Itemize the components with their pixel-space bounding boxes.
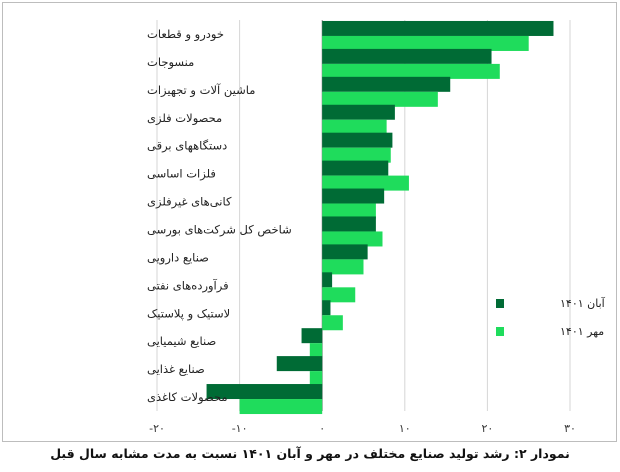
legend-label: مهر ۱۴۰۱ xyxy=(560,325,604,338)
bar-aban xyxy=(322,244,368,260)
category-label: کانی‌های غیرفلزی xyxy=(147,195,232,210)
bar-mehr xyxy=(309,371,323,387)
category-labels: خودرو و قطعات منسوجات ماشین آلات و تجهیزات… xyxy=(147,27,292,405)
category-label: لاستیک و پلاستیک xyxy=(147,306,230,321)
category-label: فلزات اساسی xyxy=(147,167,216,182)
bar-mehr xyxy=(322,147,391,163)
category-label: صنایع دارویی xyxy=(147,250,209,265)
legend-swatch xyxy=(496,299,504,308)
bar-mehr xyxy=(322,287,356,303)
x-tick-label: -۱۰ xyxy=(232,422,248,435)
bar-mehr xyxy=(322,91,438,107)
bar-mehr xyxy=(322,203,376,219)
bar-mehr xyxy=(322,175,409,191)
bar-aban xyxy=(322,272,333,288)
legend-swatch xyxy=(496,327,504,336)
bar-mehr xyxy=(322,315,343,331)
category-label: خودرو و قطعات xyxy=(147,27,224,42)
category-label: صنایع غذایی xyxy=(147,362,205,376)
bar-chart: خودرو و قطعات منسوجات ماشین آلات و تجهیزات… xyxy=(147,20,606,435)
category-label: منسوجات xyxy=(147,55,194,70)
category-label: صنایع شیمیایی xyxy=(147,334,216,348)
category-label: محصولات فلزی xyxy=(147,111,222,126)
bar-aban xyxy=(322,216,376,232)
bar-aban xyxy=(322,300,331,316)
category-label: ماشین آلات و تجهیزات xyxy=(147,83,255,98)
bar-mehr xyxy=(239,399,323,415)
category-label: محصولات کاغذی xyxy=(147,390,228,405)
bar-aban xyxy=(322,160,389,176)
bar-aban xyxy=(206,384,323,400)
bar-aban xyxy=(322,20,554,36)
x-tick-label: ۰ xyxy=(319,422,325,435)
legend: آبان ۱۴۰۱ مهر ۱۴۰۱ xyxy=(496,296,606,338)
category-label: فرآورده‌های نفتی xyxy=(147,278,229,293)
bar-mehr xyxy=(322,63,500,79)
x-axis-ticks: -۲۰ -۱۰ ۰ ۱۰ ۲۰ ۳۰ xyxy=(149,422,576,435)
bar-mehr xyxy=(309,343,323,359)
bar-mehr xyxy=(322,259,364,275)
x-tick-label: -۲۰ xyxy=(149,422,165,435)
bar-mehr xyxy=(322,119,387,135)
x-tick-label: ۲۰ xyxy=(481,422,493,435)
bar-aban xyxy=(322,76,451,92)
bar-aban xyxy=(322,48,492,64)
bar-mehr xyxy=(322,35,529,51)
category-label: دستگاههای برقی xyxy=(147,139,227,154)
bar-aban xyxy=(276,356,323,372)
bar-mehr xyxy=(322,231,383,247)
bar-aban xyxy=(301,328,323,344)
x-tick-label: ۳۰ xyxy=(564,422,576,435)
category-label: شاخص کل شرکت‌های بورسی xyxy=(147,222,292,237)
bars xyxy=(206,20,554,415)
bar-aban xyxy=(322,188,385,204)
chart-frame: خودرو و قطعات منسوجات ماشین آلات و تجهیزات… xyxy=(2,2,617,442)
bar-aban xyxy=(322,104,395,120)
x-tick-label: ۱۰ xyxy=(399,422,411,435)
bar-aban xyxy=(322,132,393,148)
legend-label: آبان ۱۴۰۱ xyxy=(560,296,606,310)
chart-caption: نمودار ۲: رشد تولید صنایع مختلف در مهر و… xyxy=(50,446,570,461)
